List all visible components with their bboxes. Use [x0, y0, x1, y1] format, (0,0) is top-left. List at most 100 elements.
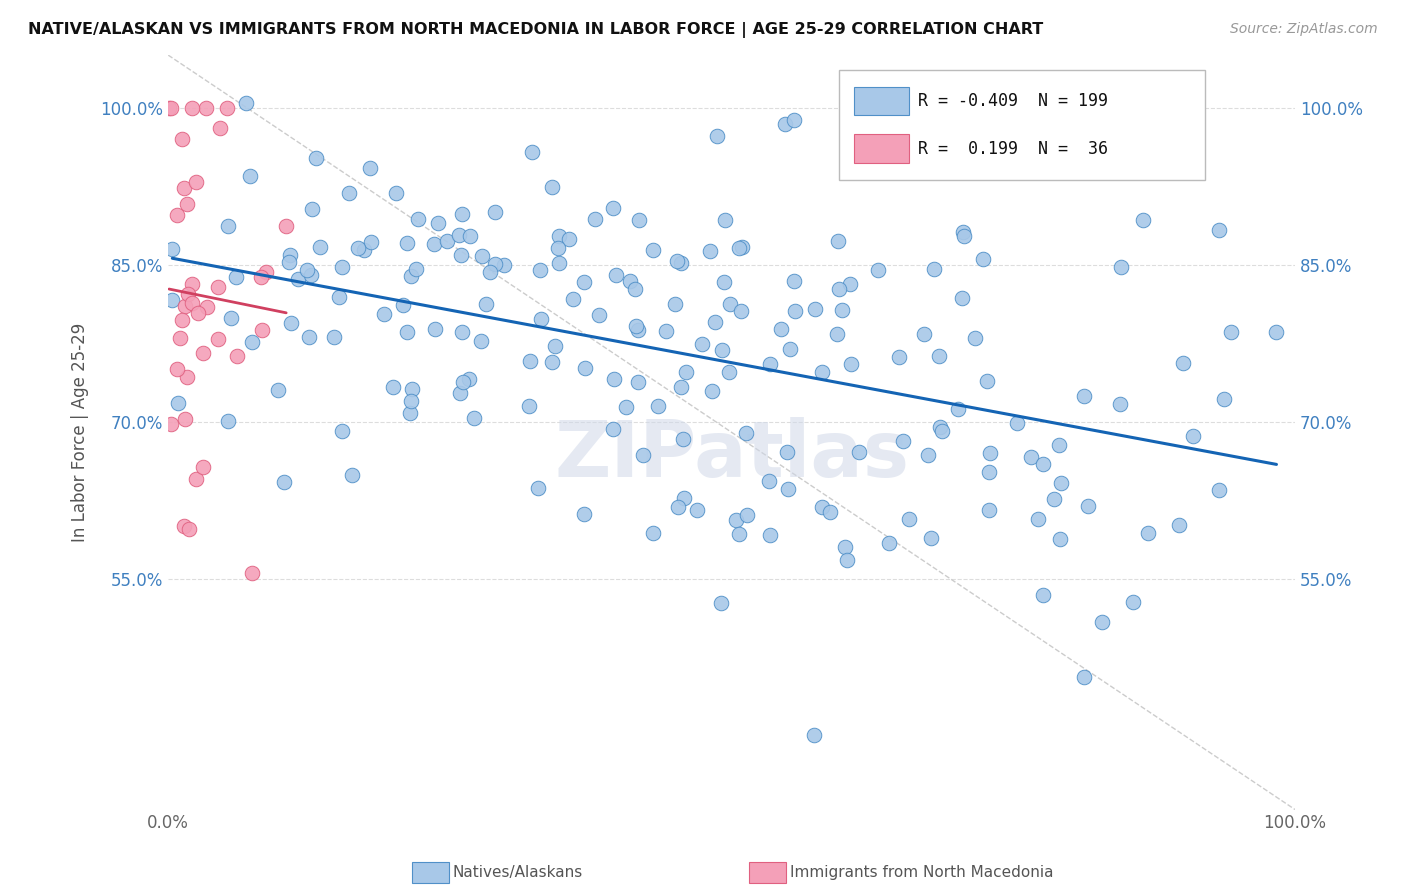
Point [868, 263, 890, 277]
Point [976, 375, 998, 389]
Point [641, 244, 664, 258]
Point [207, 280, 229, 294]
Point [427, 216, 450, 230]
Point [162, 293, 184, 307]
Point [897, 511, 920, 525]
Point [920, 531, 942, 545]
Point [217, 414, 239, 428]
Text: Immigrants from North Macedonia: Immigrants from North Macedonia [790, 865, 1053, 880]
Point [399, 393, 422, 408]
Point [449, 386, 471, 401]
Point [735, 508, 758, 522]
Point [655, 324, 678, 338]
Point [1050, 475, 1073, 490]
Point [527, 481, 550, 495]
Point [834, 540, 856, 554]
Point [574, 360, 596, 375]
Point [624, 318, 647, 333]
Point [436, 234, 458, 248]
Point [977, 465, 1000, 479]
Point [1167, 517, 1189, 532]
Point [624, 282, 647, 296]
Point [1220, 326, 1243, 340]
Point [470, 334, 492, 348]
Point [673, 491, 696, 506]
Point [643, 525, 665, 540]
Point [769, 322, 792, 336]
Point [666, 254, 689, 268]
Point [1122, 595, 1144, 609]
Point [1047, 437, 1070, 451]
Point [287, 272, 309, 286]
Point [953, 228, 976, 243]
Point [783, 303, 806, 318]
Point [184, 175, 207, 189]
FancyBboxPatch shape [838, 70, 1205, 179]
Point [717, 366, 740, 380]
Point [177, 522, 200, 536]
Point [166, 361, 188, 376]
Point [827, 234, 849, 248]
Point [252, 322, 274, 336]
Point [217, 219, 239, 233]
Text: ZIPatlas: ZIPatlas [554, 417, 910, 493]
Point [177, 287, 200, 301]
Point [605, 268, 627, 283]
Point [273, 475, 295, 489]
Point [401, 383, 423, 397]
Point [1136, 526, 1159, 541]
Y-axis label: In Labor Force | Age 25-29: In Labor Force | Age 25-29 [72, 323, 89, 542]
Point [709, 596, 731, 610]
Point [724, 513, 747, 527]
Point [167, 395, 190, 409]
Point [887, 350, 910, 364]
Text: R = -0.409  N = 199: R = -0.409 N = 199 [918, 92, 1108, 110]
Point [547, 241, 569, 255]
Point [583, 212, 606, 227]
Point [562, 293, 585, 307]
Point [301, 202, 323, 216]
Point [157, 101, 180, 115]
Point [399, 406, 422, 420]
Point [541, 179, 564, 194]
Point [475, 297, 498, 311]
Point [557, 231, 579, 245]
Point [346, 241, 368, 255]
FancyBboxPatch shape [855, 87, 908, 115]
Point [340, 467, 363, 482]
Point [803, 728, 825, 742]
Point [484, 205, 506, 219]
Point [254, 265, 277, 279]
Point [360, 235, 382, 249]
Point [278, 248, 301, 262]
Point [758, 527, 780, 541]
Point [700, 384, 723, 398]
Point [181, 101, 204, 115]
Point [544, 338, 567, 352]
Point [381, 380, 404, 394]
Point [922, 261, 945, 276]
Point [405, 262, 427, 277]
Point [848, 445, 870, 459]
Point [572, 276, 595, 290]
Point [728, 526, 751, 541]
Point [1132, 213, 1154, 227]
Point [458, 229, 481, 244]
Point [929, 420, 952, 434]
Point [602, 422, 624, 436]
Point [699, 244, 721, 259]
Point [627, 375, 650, 389]
Point [1049, 533, 1071, 547]
Point [299, 268, 322, 282]
Point [1019, 450, 1042, 464]
Point [912, 326, 935, 341]
Point [666, 500, 689, 515]
Point [1182, 429, 1205, 443]
Text: Natives/Alaskans: Natives/Alaskans [453, 865, 583, 880]
Point [828, 282, 851, 296]
Point [614, 400, 637, 414]
Point [160, 417, 183, 431]
Point [782, 274, 804, 288]
Point [176, 370, 198, 384]
Point [330, 424, 353, 438]
